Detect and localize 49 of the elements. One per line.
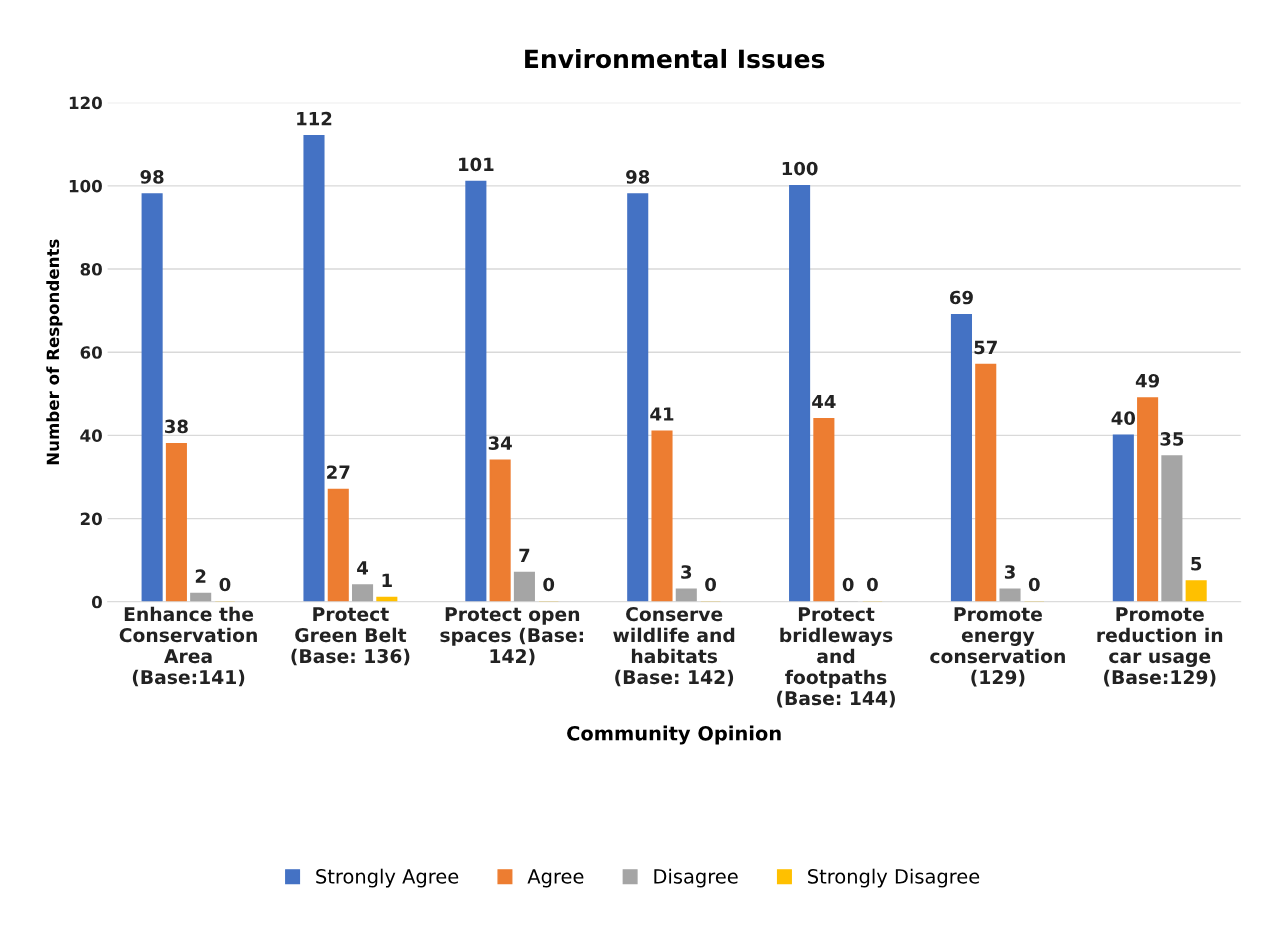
data-label: 57 — [974, 340, 997, 355]
legend-label: Strongly Disagree — [808, 868, 980, 888]
x-tick-label: Protect bridleways and footpaths (Base: 144) — [777, 607, 895, 708]
legend-label: Agree — [527, 869, 584, 888]
data-label: 44 — [812, 394, 836, 409]
data-label: 38 — [165, 419, 188, 434]
data-label: 34 — [488, 436, 512, 450]
y-tick-label: 100 — [69, 179, 102, 193]
data-label: 3 — [681, 565, 692, 579]
data-label: 3 — [1004, 565, 1015, 579]
y-tick-label: 40 — [80, 429, 102, 442]
data-label: 69 — [950, 290, 973, 305]
data-label: 101 — [459, 157, 494, 172]
data-label: 7 — [519, 548, 530, 562]
y-axis-title: Number of Respondents — [46, 239, 63, 465]
x-tick-label: Promote reduction in car usage (Base:129) — [1097, 607, 1223, 687]
data-label: 100 — [782, 161, 818, 176]
y-tick-label: 80 — [80, 262, 102, 276]
x-axis-title: Community Opinion — [567, 725, 781, 745]
data-label: 4 — [357, 561, 368, 575]
data-label: 98 — [140, 170, 164, 184]
legend-label: Disagree — [654, 868, 738, 888]
data-label: 0 — [705, 577, 716, 592]
data-label: 41 — [650, 407, 674, 421]
data-label: 112 — [297, 111, 332, 126]
data-label: 0 — [543, 577, 555, 592]
data-label: 0 — [219, 577, 231, 592]
legend-label: Strongly Agree — [316, 868, 459, 888]
chart-title: Environmental Issues — [525, 48, 825, 69]
data-label: 0 — [1028, 577, 1040, 592]
y-tick-label: 120 — [69, 96, 102, 110]
data-label: 35 — [1160, 432, 1184, 446]
data-label: 40 — [1111, 411, 1136, 425]
data-label: 49 — [1135, 373, 1160, 388]
x-tick-label: Promote energy conservation (129) — [930, 607, 1065, 687]
data-label: 5 — [1191, 557, 1202, 571]
x-tick-label: Protect Green Belt (Base: 136) — [291, 607, 410, 666]
x-tick-label: Conserve wildlife and habitats (Base: 142) — [613, 606, 735, 687]
x-tick-label: Protect open spaces (Base: 142) — [440, 607, 583, 666]
y-tick-label: 60 — [80, 346, 102, 359]
data-label: 27 — [327, 465, 350, 479]
data-label: 98 — [626, 170, 650, 184]
data-label: 1 — [382, 573, 392, 587]
x-tick-label: Enhance the Conservation Area (Base:141) — [119, 606, 257, 687]
y-tick-label: 20 — [80, 512, 102, 526]
data-label: 2 — [195, 569, 206, 583]
y-tick-label: 0 — [91, 595, 102, 609]
data-label: 0 — [867, 577, 878, 592]
data-label: 0 — [842, 577, 854, 592]
